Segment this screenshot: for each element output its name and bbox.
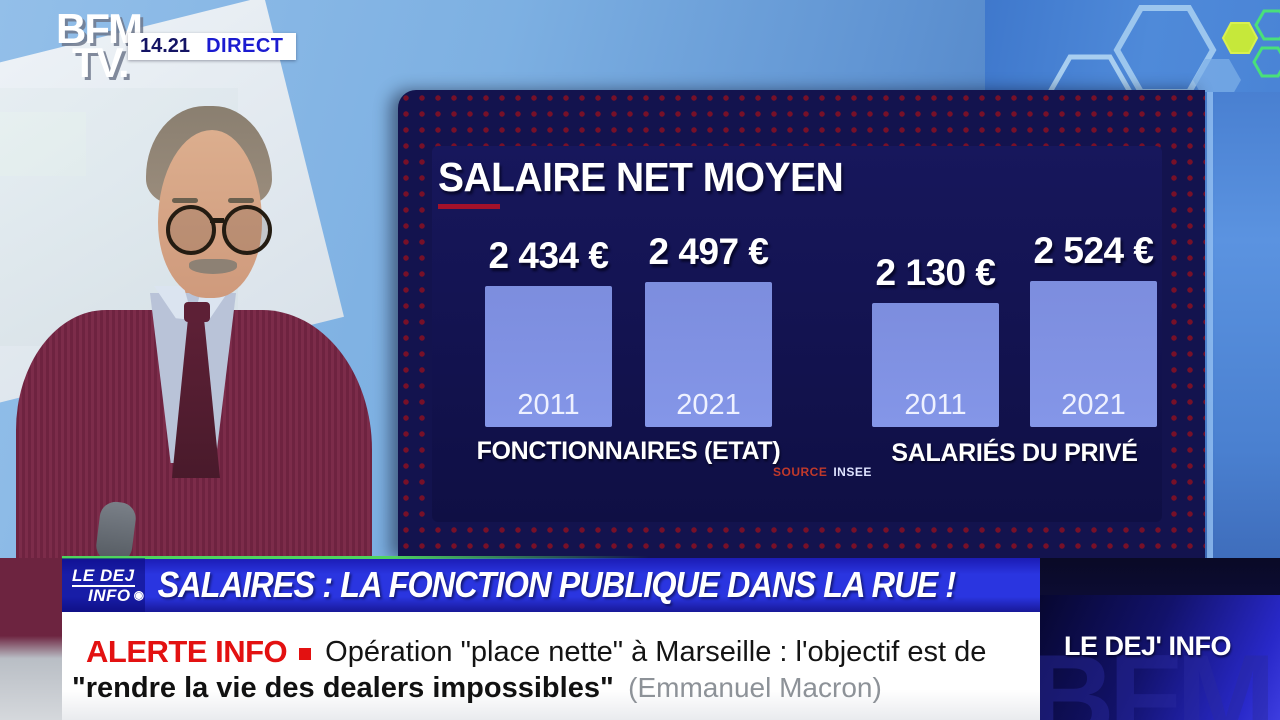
source-prefix: SOURCE [773, 465, 828, 479]
presenter-eyebrow [172, 198, 198, 203]
ticker-attribution: (Emmanuel Macron) [628, 672, 882, 703]
bar-cell: 2 434 € 2011 [485, 235, 612, 427]
ticker-text-line1: Opération "place nette" à Marseille : l'… [325, 635, 987, 668]
bar-value-label: 2 434 € [488, 235, 609, 276]
bar-group-label: FONCTIONNAIRES (ETAT) [476, 437, 781, 465]
alert-bullet-icon [299, 648, 312, 660]
glasses-bridge [210, 218, 224, 223]
hexagon-pattern-icon [1047, 5, 1280, 130]
radio-waves-icon: ◉ [133, 588, 145, 602]
bar-cell: 2 524 € 2021 [1030, 230, 1157, 427]
bar-year-label: 2021 [676, 389, 741, 421]
glasses-icon [222, 205, 272, 255]
bar-value-label: 2 524 € [1033, 230, 1154, 271]
presenter-mustache [189, 259, 237, 274]
bar-year-label: 2021 [1061, 389, 1126, 421]
bar: 2021 [1030, 281, 1157, 427]
studio-left-edge [0, 558, 62, 720]
alert-label: ALERTE INFO [86, 634, 288, 669]
show-corner-box: BFM LE DEJ' INFO [1040, 595, 1280, 720]
title-underline [438, 204, 500, 209]
ticker-line2: "rendre la vie des dealers impossibles" … [72, 672, 882, 705]
hexagon-decor-panel [985, 0, 1280, 130]
bar: 2021 [645, 282, 772, 427]
news-ticker: ALERTE INFO Opération "place nette" à Ma… [62, 612, 1040, 720]
channel-logo-line2: TV. [72, 39, 129, 87]
bar-cell: 2 497 € 2021 [645, 231, 772, 427]
headline: SALAIRES : LA FONCTION PUBLIQUE DANS LA … [157, 564, 956, 605]
time-direct-pill: 14.21 DIRECT [128, 33, 296, 60]
show-name-label: LE DEJ' INFO [1064, 631, 1231, 661]
bar-year-label: 2011 [904, 389, 967, 421]
show-logo-line2-text: INFO [88, 585, 131, 605]
lower-third-banner: LE DEJ INFO ◉ SALAIRES : LA FONCTION PUB… [62, 556, 1040, 612]
bar-value-label: 2 497 € [648, 231, 769, 272]
ticker-quote: "rendre la vie des dealers impossibles" [72, 672, 614, 704]
chart-source: SOURCE INSEE [773, 465, 872, 479]
chart-title: SALAIRE NET MOYEN [438, 154, 844, 200]
bar-year-label: 2011 [517, 389, 580, 421]
chart-panel: SALAIRE NET MOYEN 2 434 € 2011 2 497 € 2… [398, 90, 1205, 558]
bar-group-label: SALARIÉS DU PRIVÉ [891, 439, 1138, 467]
channel-logo: BFM TV. [56, 8, 143, 87]
show-logo: LE DEJ INFO ◉ [62, 558, 145, 612]
bfm-watermark: BFM [1040, 630, 1276, 720]
glasses-icon [166, 205, 216, 255]
presenter-tie [184, 302, 210, 322]
bar: 2011 [485, 286, 612, 427]
show-logo-line2: INFO ◉ [88, 587, 145, 604]
live-badge: DIRECT [206, 35, 284, 57]
ticker-line1: ALERTE INFO Opération "place nette" à Ma… [86, 634, 986, 670]
bar-value-label: 2 130 € [875, 252, 996, 293]
show-logo-line1: LE DEJ [72, 565, 135, 587]
presenter-eyebrow [228, 198, 254, 203]
clock-time: 14.21 [140, 35, 191, 57]
bar-cell: 2 130 € 2011 [872, 252, 999, 427]
source-name: INSEE [833, 465, 872, 479]
bars-area: 2 434 € 2011 2 497 € 2021 2 130 € 2011 2… [398, 90, 1205, 558]
studio-right-band [1205, 0, 1280, 600]
bar: 2011 [872, 303, 999, 427]
